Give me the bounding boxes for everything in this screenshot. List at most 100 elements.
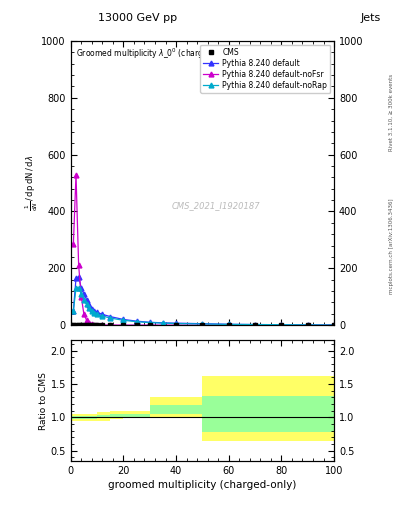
Pythia 8.240 default-noFsr xyxy=(95,322,99,328)
Pythia 8.240 default xyxy=(332,322,336,328)
Text: Groomed multiplicity $\lambda\_0^0$ (charged only) (CMS jet substructure): Groomed multiplicity $\lambda\_0^0$ (cha… xyxy=(76,47,323,61)
CMS xyxy=(134,322,139,328)
CMS xyxy=(92,322,97,328)
Pythia 8.240 default-noRap xyxy=(305,322,310,328)
Text: Rivet 3.1.10, ≥ 300k events: Rivet 3.1.10, ≥ 300k events xyxy=(389,74,393,151)
Pythia 8.240 default-noRap xyxy=(174,321,178,327)
CMS xyxy=(90,322,94,328)
Pythia 8.240 default xyxy=(71,308,76,314)
Line: Pythia 8.240 default-noFsr: Pythia 8.240 default-noFsr xyxy=(71,172,336,328)
Pythia 8.240 default-noRap xyxy=(279,322,284,328)
Pythia 8.240 default-noRap xyxy=(332,322,336,328)
Pythia 8.240 default-noRap xyxy=(73,285,78,291)
CMS xyxy=(108,322,112,328)
Pythia 8.240 default-noFsr xyxy=(305,322,310,328)
Pythia 8.240 default-noFsr xyxy=(253,322,257,328)
Pythia 8.240 default-noRap xyxy=(160,320,165,326)
CMS xyxy=(305,322,310,328)
Pythia 8.240 default-noFsr xyxy=(76,262,81,268)
Pythia 8.240 default-noFsr xyxy=(200,322,205,328)
Pythia 8.240 default-noFsr xyxy=(160,322,165,328)
Pythia 8.240 default-noRap xyxy=(147,319,152,326)
Pythia 8.240 default xyxy=(305,322,310,328)
Pythia 8.240 default-noRap xyxy=(79,291,84,297)
Pythia 8.240 default xyxy=(84,296,89,303)
Pythia 8.240 default-noFsr xyxy=(121,322,126,328)
Text: 13000 GeV pp: 13000 GeV pp xyxy=(98,13,177,23)
CMS xyxy=(84,322,89,328)
Legend: CMS, Pythia 8.240 default, Pythia 8.240 default-noFsr, Pythia 8.240 default-noRa: CMS, Pythia 8.240 default, Pythia 8.240 … xyxy=(200,45,330,93)
Pythia 8.240 default-noFsr xyxy=(79,294,84,300)
CMS xyxy=(73,322,78,328)
Pythia 8.240 default xyxy=(82,291,86,297)
CMS xyxy=(100,322,105,328)
Line: Pythia 8.240 default: Pythia 8.240 default xyxy=(71,274,336,327)
Pythia 8.240 default xyxy=(200,321,205,327)
Text: Jets: Jets xyxy=(361,13,381,23)
Pythia 8.240 default-noFsr xyxy=(279,322,284,328)
Pythia 8.240 default-noRap xyxy=(253,322,257,328)
Pythia 8.240 default-noRap xyxy=(87,305,92,311)
CMS xyxy=(279,322,284,328)
Y-axis label: $\frac{1}{\mathrm{d}N}\,/\,\mathrm{d}\mathrm{p}\;\mathrm{d}\mathrm{N}\,/\,\mathr: $\frac{1}{\mathrm{d}N}\,/\,\mathrm{d}\ma… xyxy=(24,155,40,211)
Pythia 8.240 default xyxy=(226,321,231,327)
CMS xyxy=(71,322,76,328)
Line: Pythia 8.240 default-noRap: Pythia 8.240 default-noRap xyxy=(71,286,336,327)
Pythia 8.240 default-noFsr xyxy=(92,322,97,328)
Pythia 8.240 default-noRap xyxy=(92,310,97,316)
CMS xyxy=(332,322,336,328)
Pythia 8.240 default-noRap xyxy=(84,301,89,307)
Pythia 8.240 default-noFsr xyxy=(332,322,336,328)
Pythia 8.240 default xyxy=(79,285,84,291)
Pythia 8.240 default-noFsr xyxy=(71,241,76,247)
CMS xyxy=(174,322,178,328)
Pythia 8.240 default xyxy=(108,313,112,319)
Line: CMS: CMS xyxy=(69,323,336,327)
Text: CMS_2021_I1920187: CMS_2021_I1920187 xyxy=(171,201,260,210)
Pythia 8.240 default xyxy=(90,306,94,312)
Pythia 8.240 default-noRap xyxy=(134,318,139,325)
Pythia 8.240 default-noFsr xyxy=(84,317,89,323)
Pythia 8.240 default xyxy=(174,320,178,326)
Pythia 8.240 default xyxy=(121,316,126,323)
Pythia 8.240 default-noFsr xyxy=(147,322,152,328)
Pythia 8.240 default-noFsr xyxy=(87,319,92,326)
Pythia 8.240 default-noRap xyxy=(100,313,105,319)
Pythia 8.240 default-noFsr xyxy=(108,322,112,328)
Pythia 8.240 default-noRap xyxy=(200,321,205,327)
Pythia 8.240 default xyxy=(279,322,284,328)
CMS xyxy=(79,322,84,328)
Pythia 8.240 default xyxy=(134,318,139,324)
Pythia 8.240 default xyxy=(87,302,92,308)
Pythia 8.240 default-noRap xyxy=(108,315,112,321)
Pythia 8.240 default-noRap xyxy=(95,311,99,317)
Pythia 8.240 default xyxy=(160,320,165,326)
Pythia 8.240 default xyxy=(76,274,81,280)
CMS xyxy=(226,322,231,328)
Pythia 8.240 default-noRap xyxy=(76,285,81,291)
CMS xyxy=(147,322,152,328)
X-axis label: groomed multiplicity (charged-only): groomed multiplicity (charged-only) xyxy=(108,480,297,490)
CMS xyxy=(200,322,205,328)
Pythia 8.240 default-noFsr xyxy=(90,321,94,327)
CMS xyxy=(121,322,126,328)
Pythia 8.240 default-noRap xyxy=(226,322,231,328)
CMS xyxy=(253,322,257,328)
Pythia 8.240 default-noRap xyxy=(90,308,94,314)
Pythia 8.240 default-noFsr xyxy=(174,322,178,328)
Pythia 8.240 default-noFsr xyxy=(82,311,86,317)
Pythia 8.240 default xyxy=(147,319,152,325)
Pythia 8.240 default xyxy=(73,275,78,281)
Pythia 8.240 default-noRap xyxy=(71,308,76,314)
Pythia 8.240 default-noRap xyxy=(82,296,86,303)
CMS xyxy=(95,322,99,328)
Pythia 8.240 default xyxy=(92,308,97,314)
CMS xyxy=(76,322,81,328)
Pythia 8.240 default xyxy=(95,309,99,315)
Pythia 8.240 default-noFsr xyxy=(100,322,105,328)
Pythia 8.240 default-noFsr xyxy=(73,172,78,178)
CMS xyxy=(87,322,92,328)
Pythia 8.240 default-noFsr xyxy=(134,322,139,328)
CMS xyxy=(68,322,73,328)
CMS xyxy=(82,322,86,328)
